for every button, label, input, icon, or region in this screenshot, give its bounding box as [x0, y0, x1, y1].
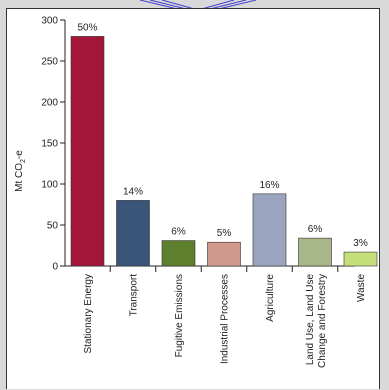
y-axis-title: Mt CO2-e [14, 150, 27, 192]
bar-percent-label: 3% [353, 238, 368, 249]
y-tick-label: 0 [52, 262, 58, 273]
chart-panel: 0 50 100 150 200 250 300 Mt CO2-e 50% Stationary … [6, 8, 380, 389]
bar-chart: 0 50 100 150 200 250 300 Mt CO2-e 50% Stationary … [7, 9, 381, 390]
x-category-label: Agriculture [265, 274, 276, 322]
y-tick-label: 250 [41, 57, 58, 68]
x-category-label: Industrial Processes [220, 274, 231, 364]
bar-6 [299, 238, 332, 266]
y-tick-label: 300 [41, 16, 58, 27]
x-category-label: Stationary Energy [83, 274, 94, 354]
bar-2 [117, 200, 150, 266]
bar-4 [208, 242, 241, 266]
x-category-label: Waste [356, 274, 367, 302]
bar-percent-label: 16% [259, 180, 279, 191]
bar-percent-label: 14% [123, 186, 143, 197]
bar-percent-label: 50% [77, 22, 97, 33]
bar-7 [344, 252, 377, 266]
bar-percent-label: 6% [308, 224, 323, 235]
bar-5 [253, 194, 286, 266]
y-tick-label: 100 [41, 180, 58, 191]
y-tick-label: 50 [47, 221, 59, 232]
bar-percent-label: 6% [171, 227, 186, 238]
bar-percent-label: 5% [217, 228, 232, 239]
x-category-label: Fugitive Emissions [174, 274, 185, 357]
x-category-label: Transport [129, 274, 140, 317]
x-category-label: Land Use, Land UseChange and Forestry [305, 274, 328, 368]
bar-1 [71, 36, 104, 266]
y-tick-label: 200 [41, 98, 58, 109]
y-tick-label: 150 [41, 139, 58, 150]
bar-3 [162, 241, 195, 266]
